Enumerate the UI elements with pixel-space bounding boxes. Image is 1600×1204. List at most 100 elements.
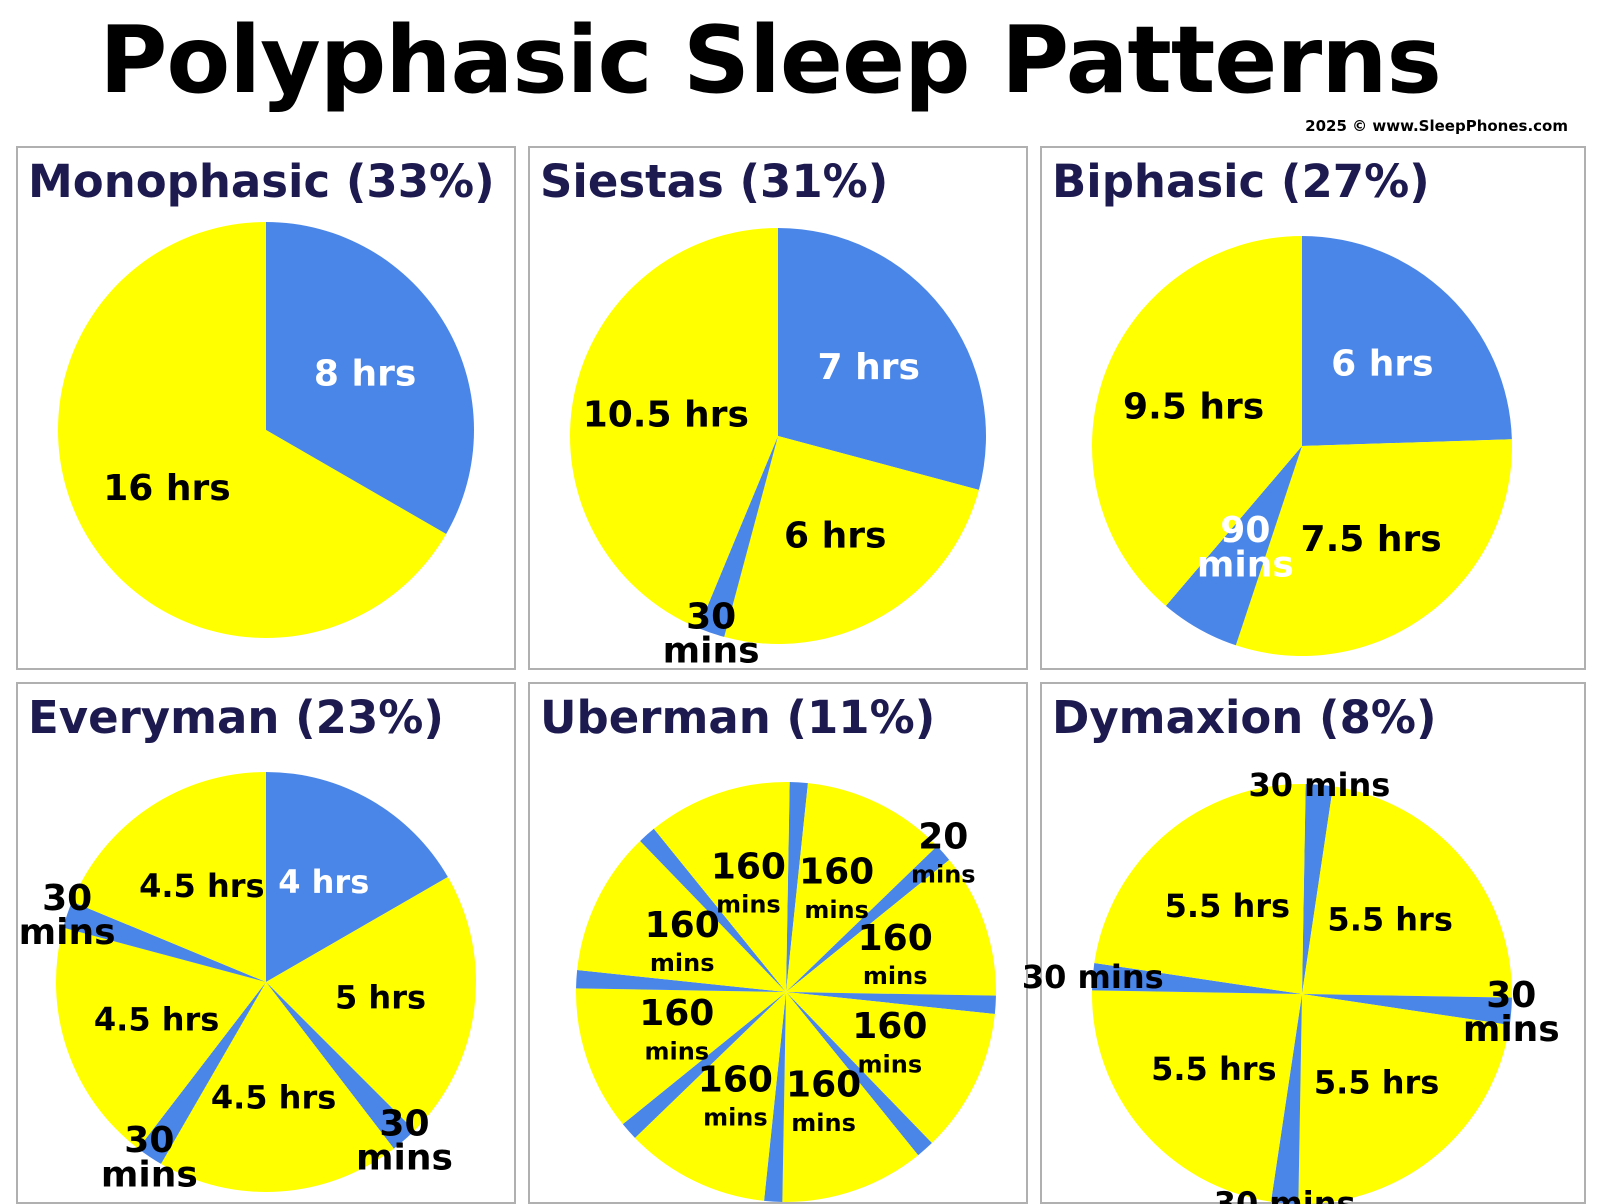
slice-label: 4.5 hrs (94, 1000, 219, 1038)
slice-label-line: mins (356, 1138, 453, 1179)
slice-label: 30 mins (101, 1120, 198, 1195)
slice-label-line: 90 (1220, 510, 1270, 551)
slice-label-line: 160 (639, 993, 714, 1034)
slice-label-line: 5 hrs (335, 978, 426, 1016)
pie-slice-awake (576, 988, 786, 1125)
slice-label-line: 9.5 hrs (1123, 387, 1264, 428)
slice-label: 160 mins (639, 993, 714, 1065)
pie-slice-awake (782, 992, 919, 1202)
pie-slice-sleep (266, 772, 448, 982)
pie-slice-awake (577, 840, 786, 992)
slice-label: 30 mins (19, 878, 116, 953)
panel-dymaxion: Dymaxion (8%) 30 mins 5.5 hrs 30 mins 5.5 hr… (1022, 682, 1586, 1204)
pie-slice-sleep (786, 992, 932, 1156)
slice-label: 30 mins (663, 596, 760, 671)
slice-label-line: mins (1197, 544, 1294, 585)
slice-label-line: mins (716, 890, 781, 918)
pie-chart-siestas: 7 hrs 6 hrs 30 mins 10.5 hrs (569, 228, 986, 672)
slice-label-line: mins (1463, 1009, 1560, 1050)
slice-label: 90 mins (1197, 510, 1294, 585)
slice-label: 160 mins (799, 852, 874, 924)
slice-label-line: mins (650, 949, 715, 977)
slice-label: 5 hrs (335, 978, 426, 1016)
pie-chart-monophasic: 8 hrs 16 hrs (57, 222, 474, 638)
pie-slice-sleep (778, 228, 986, 490)
slice-label-line: 5.5 hrs (1151, 1050, 1276, 1088)
slice-label: 160 mins (786, 1065, 861, 1137)
slice-label-line: 160 (852, 1006, 927, 1047)
pie-slice-sleep (266, 982, 415, 1149)
pie-slice-sleep (698, 436, 778, 637)
slice-label-line: mins (791, 1109, 856, 1137)
pie-slice-awake (56, 927, 267, 1149)
pie-slice-sleep (786, 846, 950, 992)
pie-slice-sleep (138, 982, 266, 1164)
slice-label: 7 hrs (818, 347, 920, 388)
slice-label: 6 hrs (784, 516, 886, 557)
pie-slice-sleep (764, 992, 786, 1202)
slice-label-line: 30 (379, 1103, 429, 1144)
pie-slice-sleep (786, 992, 996, 1014)
slice-label-line: mins (858, 1050, 923, 1078)
slice-label-line: 7.5 hrs (1301, 519, 1442, 560)
slice-label: 10.5 hrs (583, 394, 749, 435)
slice-label-line: mins (19, 912, 116, 953)
slice-label: 30 mins (1463, 975, 1560, 1050)
slice-label-line: mins (101, 1154, 198, 1195)
slice-label-line: 4.5 hrs (94, 1000, 219, 1038)
slice-label-line: 30 (686, 596, 736, 637)
slice-label-line: 30 mins (1214, 1184, 1356, 1204)
slice-label: 4.5 hrs (211, 1078, 336, 1116)
panel-everyman: Everyman (23%) 4 hrs 5 hrs 30 mins 4.5 hrs 30… (16, 682, 516, 1204)
pie-slice-sleep (1270, 994, 1302, 1204)
slice-label-line: 6 hrs (784, 516, 886, 557)
pie-slice-awake (266, 877, 477, 1131)
panel-uberman: Uberman (11%) 160 mins 20 mins 160 mins 160 min… (528, 682, 1028, 1204)
slice-label: 20 mins (911, 816, 976, 888)
slice-label-line: 30 (124, 1120, 174, 1161)
pie-slice-sleep (266, 222, 474, 534)
slice-label: 4 hrs (278, 863, 369, 901)
slice-label-line: mins (703, 1104, 768, 1132)
pie-slice-awake (71, 772, 267, 982)
pie-slice-sleep (1302, 994, 1512, 1026)
slice-label: 160 mins (852, 1006, 927, 1078)
slice-label-line: 20 (918, 816, 968, 857)
pie-slice-sleep (640, 828, 786, 992)
slice-label-line: 5.5 hrs (1165, 887, 1290, 925)
pie-slice-awake (161, 982, 394, 1192)
pie-slice-sleep (576, 970, 786, 992)
slice-label-line: 6 hrs (1331, 344, 1433, 385)
pie-slice-awake (653, 782, 790, 992)
pie-slice-awake (1302, 786, 1512, 998)
main-title: Polyphasic Sleep Patterns (99, 6, 1442, 114)
slice-label-line: 30 mins (1248, 766, 1390, 804)
slice-label-line: mins (804, 896, 869, 924)
slice-label: 9.5 hrs (1123, 387, 1264, 428)
slice-label: 8 hrs (314, 353, 416, 394)
slice-label: 30 mins (356, 1103, 453, 1178)
slice-label: 5.5 hrs (1314, 1063, 1439, 1101)
slice-label: 160 mins (698, 1059, 773, 1131)
slice-label: 30 mins (1248, 766, 1390, 804)
pie-slice-awake (786, 859, 996, 996)
slice-label-line: 4.5 hrs (139, 867, 264, 905)
pie-slice-awake (1092, 236, 1302, 606)
pie-slice-sleep (622, 992, 786, 1138)
slice-label-line: mins (911, 861, 976, 889)
panel-title: Monophasic (33%) (28, 155, 495, 208)
pie-slice-sleep (63, 901, 266, 982)
slice-label-line: 160 (698, 1059, 773, 1100)
slice-label-line: 16 hrs (103, 468, 230, 509)
pie-slice-sleep (1092, 962, 1302, 994)
slice-label: 5.5 hrs (1151, 1050, 1276, 1088)
pie-slice-awake (724, 436, 979, 644)
slice-label: 7.5 hrs (1301, 519, 1442, 560)
pie-chart-dymaxion: 30 mins 5.5 hrs 30 mins 5.5 hrs 30 mins 5.5 hr… (1022, 766, 1560, 1204)
panel-title: Everyman (23%) (28, 691, 444, 744)
slice-label-line: mins (663, 631, 760, 672)
pie-slice-awake (786, 783, 938, 992)
